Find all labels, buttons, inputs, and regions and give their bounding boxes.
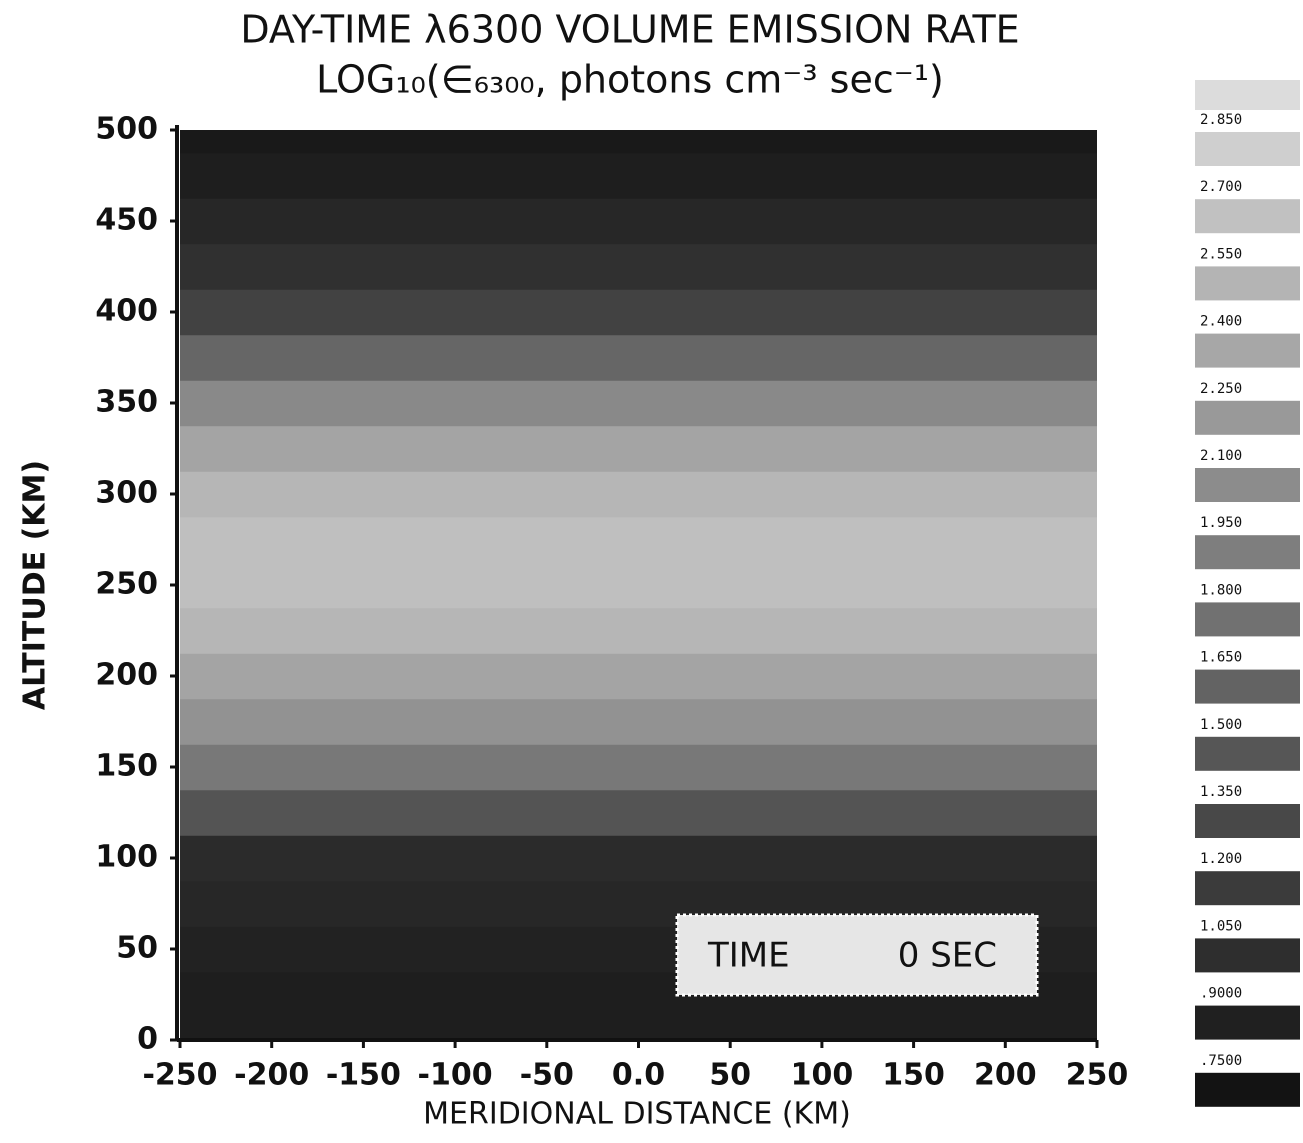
colorbar-swatch	[1195, 80, 1300, 110]
y-axis-label: ALTITUDE (KM)	[18, 460, 53, 710]
colorbar-swatch	[1195, 1005, 1300, 1040]
colorbar-swatch	[1195, 736, 1300, 771]
x-tick-label: 0.0	[612, 1058, 665, 1093]
colorbar-swatch	[1195, 1072, 1300, 1107]
heat-band	[180, 562, 1097, 609]
x-tick-label: 150	[882, 1058, 945, 1093]
y-tick-label: 500	[95, 112, 158, 147]
heat-band	[180, 152, 1097, 199]
colorbar-label: 1.350	[1200, 784, 1242, 800]
colorbar-swatch	[1195, 535, 1300, 570]
heat-band	[180, 198, 1097, 245]
heat-band	[180, 744, 1097, 791]
x-tick-label: 250	[1066, 1058, 1129, 1093]
heat-band	[180, 243, 1097, 290]
colorbar-label: 2.550	[1200, 246, 1242, 262]
y-tick-label: 150	[95, 749, 158, 784]
heat-band	[180, 380, 1097, 427]
x-tick-label: -200	[234, 1058, 309, 1093]
y-tick-label: 50	[116, 931, 158, 966]
heat-band	[180, 698, 1097, 745]
colorbar-label: 2.850	[1200, 112, 1242, 128]
heat-band	[180, 425, 1097, 472]
chart-title: DAY-TIME λ6300 VOLUME EMISSION RATE	[240, 8, 1019, 52]
heat-band	[180, 653, 1097, 700]
colorbar-swatch	[1195, 333, 1300, 368]
annotation-box	[675, 913, 1039, 997]
colorbar-swatch	[1195, 669, 1300, 704]
colorbar-label: 1.800	[1200, 582, 1242, 598]
y-tick-label: 200	[95, 658, 158, 693]
x-tick-label: -100	[418, 1058, 493, 1093]
y-tick-label: 400	[95, 294, 158, 329]
chart-subtitle: LOG₁₀(∈₆₃₀₀, photons cm⁻³ sec⁻¹)	[316, 58, 944, 102]
colorbar-swatch	[1195, 938, 1300, 973]
annotation: 0 SEC	[898, 936, 997, 976]
colorbar-swatch	[1195, 871, 1300, 906]
heat-band	[180, 607, 1097, 654]
y-tick-label: 450	[95, 203, 158, 238]
heat-band	[180, 130, 1097, 154]
heat-band	[180, 289, 1097, 336]
heat-band	[180, 516, 1097, 563]
y-tick-label: 250	[95, 567, 158, 602]
heat-band	[180, 471, 1097, 518]
colorbar-label: 2.100	[1200, 448, 1242, 464]
annotation: TIME	[707, 936, 790, 976]
heat-band	[180, 835, 1097, 882]
heat-band	[180, 334, 1097, 381]
x-tick-label: -250	[142, 1058, 217, 1093]
colorbar-swatch	[1195, 804, 1300, 838]
colorbar-label: 1.650	[1200, 650, 1242, 666]
x-tick-label: 50	[709, 1058, 751, 1093]
colorbar-label: 2.400	[1200, 314, 1242, 330]
colorbar-swatch	[1195, 132, 1300, 166]
colorbar-swatch	[1195, 400, 1300, 435]
y-tick-label: 300	[95, 476, 158, 511]
colorbar-label: .9000	[1200, 986, 1242, 1002]
colorbar-swatch	[1195, 468, 1300, 502]
colorbar-label: 1.500	[1200, 717, 1242, 733]
heat-band	[180, 1017, 1097, 1041]
colorbar-swatch	[1195, 266, 1300, 301]
colorbar-swatch	[1195, 199, 1300, 234]
x-tick-label: 100	[791, 1058, 854, 1093]
x-tick-label: 200	[974, 1058, 1037, 1093]
colorbar-swatch	[1195, 602, 1300, 637]
y-tick-label: 0	[137, 1022, 158, 1057]
y-tick-label: 100	[95, 840, 158, 875]
colorbar-label: 2.700	[1200, 179, 1242, 195]
colorbar-label: 1.200	[1200, 851, 1242, 867]
colorbar-label: 1.950	[1200, 515, 1242, 531]
colorbar-label: 2.250	[1200, 381, 1242, 397]
colorbar-label: .7500	[1200, 1053, 1242, 1069]
colorbar-label: 1.050	[1200, 918, 1242, 934]
x-tick-label: -150	[326, 1058, 401, 1093]
heat-band	[180, 789, 1097, 836]
x-tick-label: -50	[520, 1058, 574, 1093]
x-axis-label: MERIDIONAL DISTANCE (KM)	[423, 1097, 851, 1132]
y-tick-label: 350	[95, 385, 158, 420]
